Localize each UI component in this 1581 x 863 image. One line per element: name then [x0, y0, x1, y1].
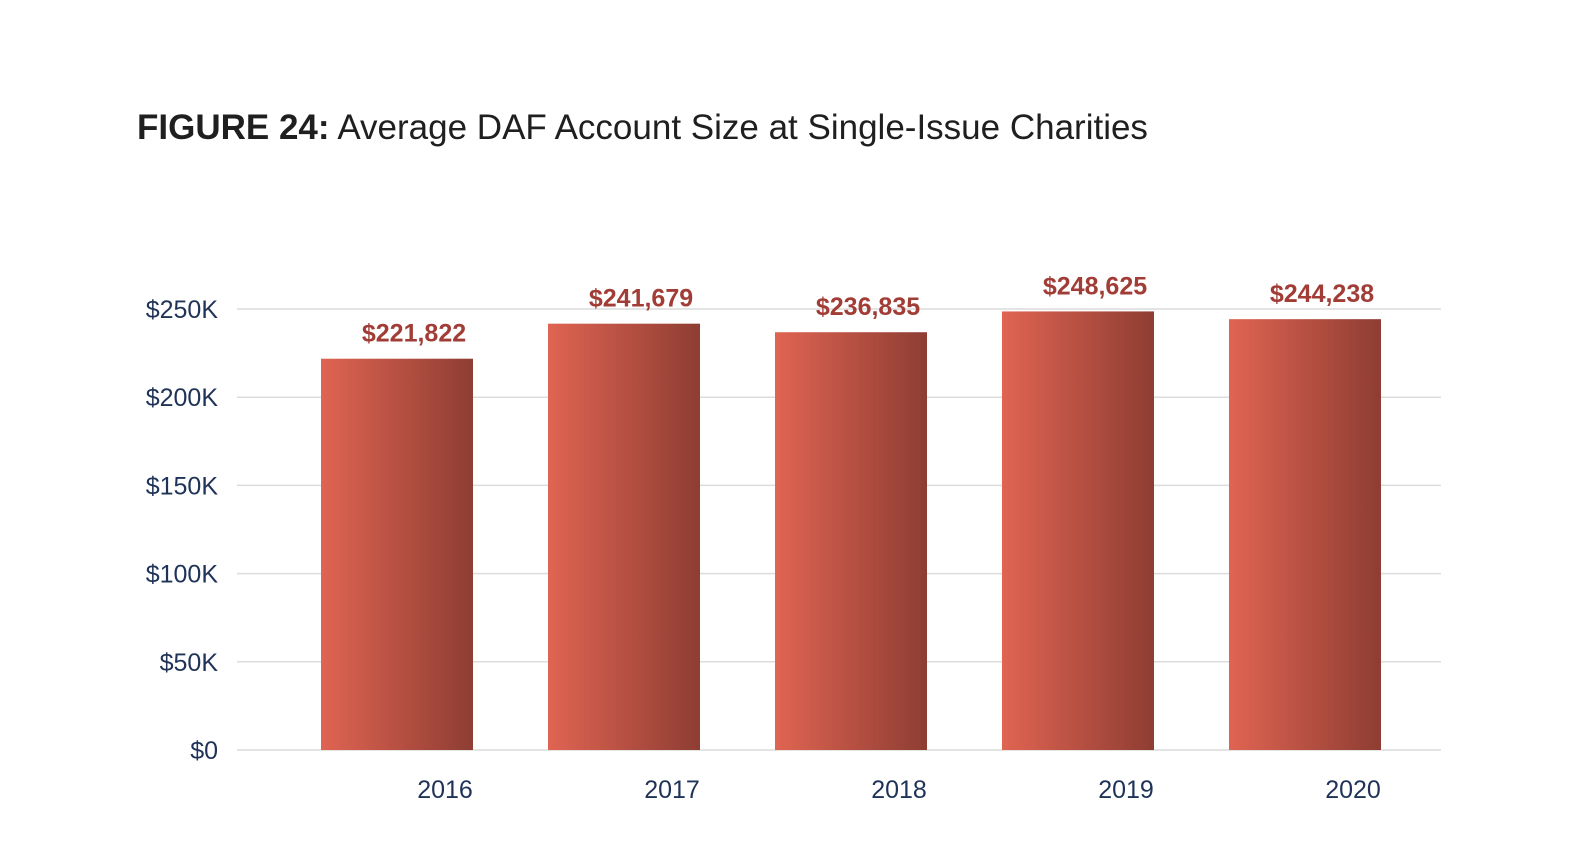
y-tick-label: $50K	[160, 649, 219, 677]
bar-2018	[775, 332, 927, 750]
y-tick-label: $100K	[146, 561, 219, 589]
y-tick-label: $150K	[146, 472, 219, 500]
x-tick-label-2016: 2016	[417, 776, 473, 804]
data-label-2020: $244,238	[1270, 280, 1374, 308]
chart-title-text: Average DAF Account Size at Single-Issue…	[337, 108, 1148, 147]
bar-2019	[1002, 311, 1154, 750]
bar-2020	[1229, 319, 1381, 750]
bar-2016	[321, 358, 473, 750]
x-axis-ticks: 2016 2017 2018 2019 2020	[417, 776, 1381, 804]
x-tick-label-2019: 2019	[1098, 776, 1154, 804]
bar-2017	[548, 323, 700, 750]
data-label-2016: $221,822	[362, 320, 466, 348]
chart-title-prefix: FIGURE 24:	[137, 108, 330, 147]
y-tick-label: $200K	[146, 384, 219, 412]
y-axis-ticks: $0 $50K $100K $150K $200K $250K	[146, 296, 219, 765]
data-labels: $221,822 $241,679 $236,835 $248,625 $244,238	[362, 272, 1374, 347]
x-tick-label-2020: 2020	[1325, 776, 1381, 804]
y-tick-label: $250K	[146, 296, 219, 324]
x-tick-label-2018: 2018	[871, 776, 927, 804]
bars	[321, 311, 1381, 750]
x-tick-label-2017: 2017	[644, 776, 700, 804]
data-label-2018: $236,835	[816, 293, 920, 321]
chart-title: FIGURE 24: Average DAF Account Size at S…	[137, 108, 1148, 148]
data-label-2019: $248,625	[1043, 272, 1147, 300]
data-label-2017: $241,679	[589, 285, 693, 313]
y-tick-label: $0	[190, 737, 218, 765]
